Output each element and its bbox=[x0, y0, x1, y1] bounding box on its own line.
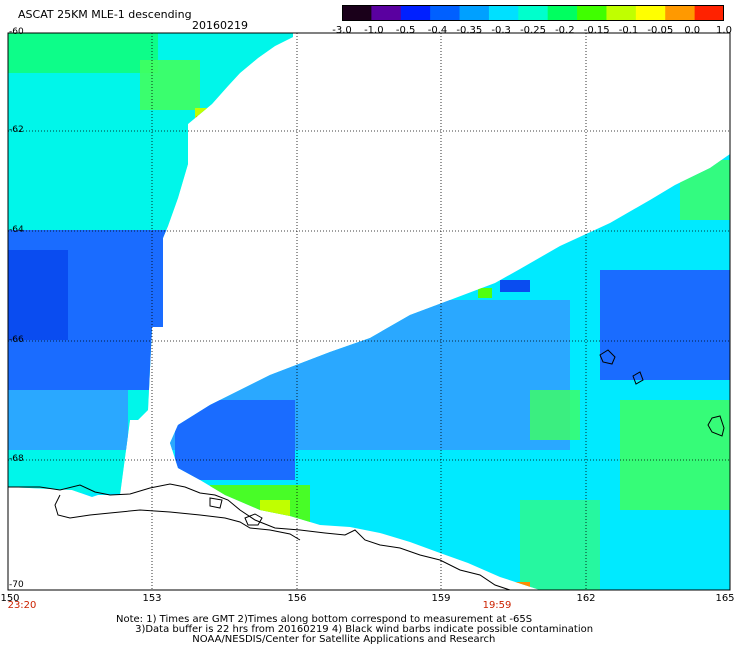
longitude-label: 153 bbox=[142, 593, 162, 604]
colorbar-tick-label: -0.35 bbox=[456, 25, 483, 36]
colorbar-tick-label: -1.0 bbox=[364, 25, 384, 36]
light-blue-region bbox=[8, 390, 128, 450]
latitude-label: -64 bbox=[9, 225, 24, 235]
colorbar-tick-label: -0.4 bbox=[427, 25, 448, 36]
map-frame bbox=[7, 32, 731, 591]
colorbar-tick-label: -0.25 bbox=[520, 25, 546, 36]
chart-date: 20160219 bbox=[192, 19, 248, 32]
graticule bbox=[8, 33, 730, 590]
yellow-coastal-patch bbox=[260, 500, 290, 520]
colorbar-segment bbox=[547, 5, 578, 21]
lime-pixel bbox=[478, 288, 492, 298]
colorbar-segment bbox=[635, 5, 666, 21]
latitude-label: -60 bbox=[9, 27, 24, 37]
orange-patch-3 bbox=[512, 582, 530, 590]
latitude-label: -62 bbox=[9, 125, 24, 135]
longitude-label: 150 bbox=[0, 593, 20, 604]
colorbar-tick-label: -0.2 bbox=[555, 25, 575, 36]
colorbar-tick-label: 1.0 bbox=[716, 25, 732, 36]
blue-region-east bbox=[600, 270, 730, 380]
latitude-label: -70 bbox=[9, 580, 24, 590]
colorbar-segment bbox=[342, 5, 372, 21]
colorbar-tick-label: -0.05 bbox=[647, 25, 674, 36]
colorbar-segment bbox=[459, 5, 490, 21]
time-label-start: 23:20 bbox=[7, 600, 37, 611]
green-region-east bbox=[620, 400, 730, 510]
colorbar-segment bbox=[665, 5, 696, 21]
colorbar-segment bbox=[400, 5, 431, 21]
green-patch-ne bbox=[680, 160, 730, 220]
colorbar-tick-label: -3.0 bbox=[332, 25, 352, 36]
latitude-label: -66 bbox=[9, 335, 24, 345]
longitude-label: 159 bbox=[431, 593, 451, 604]
green-patch-ne bbox=[140, 60, 200, 110]
footer-line-1: Note: 1) Times are GMT 2)Times along bot… bbox=[116, 614, 533, 625]
swath-east bbox=[170, 154, 730, 590]
orange-pixel bbox=[196, 116, 204, 124]
footer-line-3: NOAA/NESDIS/Center for Satellite Applica… bbox=[192, 634, 496, 645]
green-patch-center bbox=[530, 390, 580, 440]
blue-region-south bbox=[175, 400, 295, 480]
footer-notes: Note: 1) Times are GMT 2)Times along bot… bbox=[116, 615, 593, 645]
colorbar-segment bbox=[518, 5, 549, 21]
chart-title: ASCAT 25KM MLE-1 descending bbox=[18, 8, 192, 21]
time-label-end: 19:59 bbox=[482, 600, 512, 611]
latitude-label: -68 bbox=[9, 454, 24, 464]
green-patch-south bbox=[520, 500, 600, 590]
colorbar-ticks: -3.0 -1.0 -0.5 -0.4 -0.35 -0.3 -0.25 -0.2 -0.15-… bbox=[330, 25, 732, 39]
colorbar-segment bbox=[694, 5, 724, 21]
deep-blue-region bbox=[8, 250, 68, 340]
colorbar-segment bbox=[371, 5, 402, 21]
colorbar-tick-label: -0.5 bbox=[395, 25, 416, 36]
yellow-pixel bbox=[195, 108, 207, 118]
footer-line-2: 3)Data buffer is 22 hrs from 20160219 4)… bbox=[135, 624, 594, 635]
colorbar-segment bbox=[577, 5, 608, 21]
longitude-label: 165 bbox=[715, 593, 735, 604]
deep-blue-patch bbox=[500, 280, 530, 292]
colorbar-segment bbox=[606, 5, 637, 21]
colorbar-tick-label: -0.3 bbox=[491, 25, 511, 36]
colorbar-segment bbox=[488, 5, 519, 21]
colorbar bbox=[342, 5, 724, 21]
green-patch-north bbox=[8, 33, 158, 73]
longitude-label: 162 bbox=[576, 593, 596, 604]
colorbar-segment bbox=[430, 5, 461, 21]
colorbar-tick-label: 0.0 bbox=[684, 25, 701, 36]
longitude-label: 156 bbox=[287, 593, 307, 604]
colorbar-tick-label: -0.15 bbox=[583, 25, 610, 36]
colorbar-frame bbox=[342, 5, 724, 21]
colorbar-tick-label: -0.1 bbox=[618, 25, 639, 36]
coastline bbox=[8, 349, 725, 591]
